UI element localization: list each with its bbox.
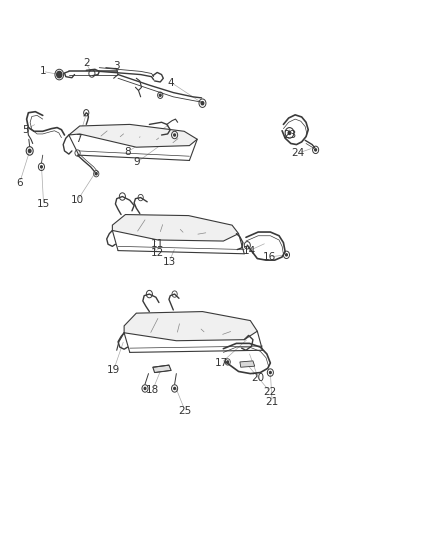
Polygon shape: [69, 124, 197, 147]
Text: 12: 12: [151, 248, 164, 259]
Circle shape: [227, 361, 229, 363]
Text: 7: 7: [75, 134, 82, 144]
Text: 11: 11: [151, 239, 164, 249]
Circle shape: [41, 166, 42, 168]
Text: 17: 17: [215, 358, 228, 368]
Text: 9: 9: [134, 157, 141, 167]
Text: 16: 16: [262, 252, 276, 262]
Text: 4: 4: [168, 77, 174, 87]
Text: 25: 25: [178, 406, 192, 416]
Text: 5: 5: [22, 125, 28, 135]
Polygon shape: [113, 215, 239, 241]
Circle shape: [315, 149, 317, 151]
Circle shape: [57, 71, 62, 78]
Text: 2: 2: [83, 59, 89, 68]
Text: 23: 23: [283, 130, 296, 140]
Text: 3: 3: [113, 61, 120, 71]
Text: 24: 24: [292, 148, 305, 158]
Circle shape: [201, 102, 204, 105]
Circle shape: [144, 387, 146, 390]
Text: 1: 1: [39, 67, 46, 76]
Circle shape: [159, 94, 161, 96]
Text: 21: 21: [265, 397, 279, 407]
Circle shape: [28, 149, 31, 152]
Text: 8: 8: [124, 147, 131, 157]
Circle shape: [286, 254, 287, 256]
Text: 22: 22: [264, 387, 277, 397]
Text: 20: 20: [251, 373, 265, 383]
Text: 10: 10: [71, 195, 84, 205]
Circle shape: [95, 173, 97, 175]
Text: 19: 19: [107, 365, 120, 375]
Circle shape: [174, 134, 176, 136]
Text: 18: 18: [146, 384, 159, 394]
Circle shape: [288, 131, 291, 134]
Text: 6: 6: [16, 177, 23, 188]
Polygon shape: [153, 365, 171, 373]
Polygon shape: [124, 312, 257, 341]
Text: 14: 14: [243, 246, 256, 256]
Polygon shape: [240, 361, 254, 367]
Circle shape: [174, 387, 176, 390]
Text: 13: 13: [162, 257, 176, 267]
Text: 15: 15: [37, 199, 50, 209]
Circle shape: [269, 372, 271, 374]
